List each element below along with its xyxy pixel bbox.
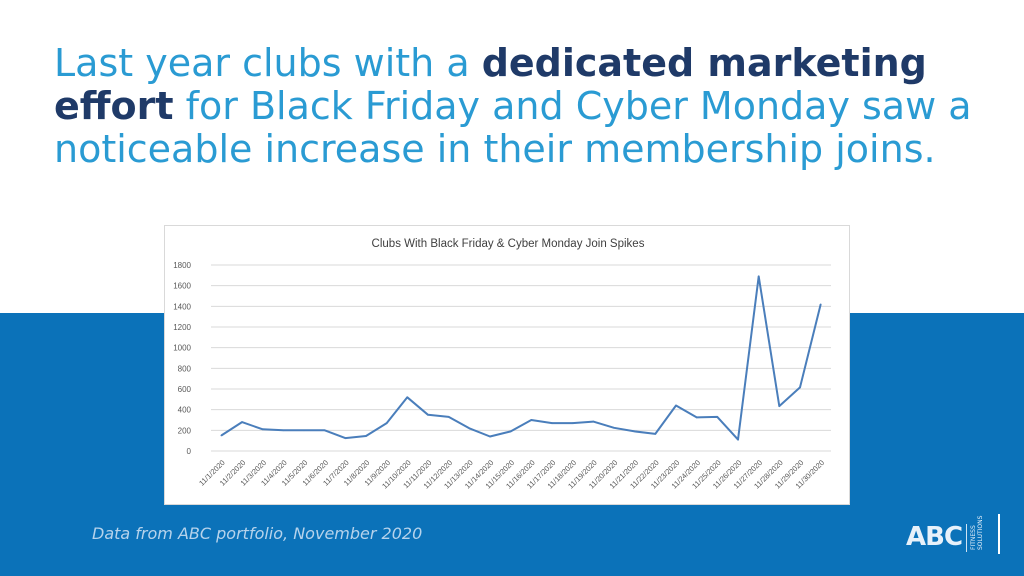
y-tick-label-1200: 1200 — [173, 323, 191, 332]
data-point-9 — [385, 422, 388, 424]
data-point-28 — [778, 405, 781, 407]
data-point-10 — [406, 396, 409, 399]
data-point-1 — [220, 434, 223, 437]
data-point-25 — [716, 416, 719, 418]
logo-divider — [966, 524, 967, 552]
data-point-23 — [675, 404, 677, 407]
y-tick-label-800: 800 — [178, 364, 192, 373]
data-point-6 — [323, 429, 326, 432]
y-tick-label-1800: 1800 — [173, 261, 191, 270]
headline-part-2: for Black Friday and Cyber Monday saw a … — [54, 84, 972, 171]
data-point-2 — [241, 421, 243, 423]
chart-title: Clubs With Black Friday & Cyber Monday J… — [372, 238, 645, 250]
data-point-21 — [633, 430, 636, 433]
data-point-12 — [447, 416, 450, 418]
logo-edge-bar — [998, 514, 1000, 554]
data-point-13 — [468, 427, 471, 430]
data-point-14 — [489, 435, 491, 438]
headline: Last year clubs with a dedicated marketi… — [54, 42, 1004, 171]
data-point-27 — [757, 275, 760, 278]
data-point-11 — [427, 414, 429, 416]
data-point-22 — [654, 433, 657, 435]
logo-subtitle: FITNESS SOLUTIONS — [970, 516, 984, 550]
data-source-note: Data from ABC portfolio, November 2020 — [92, 524, 423, 543]
data-point-20 — [613, 427, 615, 429]
data-point-26 — [737, 438, 739, 441]
logo-sub-1: FITNESS — [970, 525, 977, 550]
data-point-8 — [365, 435, 367, 437]
data-point-7 — [344, 437, 347, 439]
y-tick-label-1600: 1600 — [173, 282, 191, 291]
data-point-24 — [695, 416, 698, 419]
data-point-4 — [282, 429, 285, 432]
data-point-30 — [819, 303, 822, 306]
data-point-18 — [571, 422, 574, 424]
logo-wordmark: ABC — [906, 522, 963, 552]
data-point-16 — [530, 419, 533, 421]
data-point-15 — [509, 430, 512, 433]
line-chart: Clubs With Black Friday & Cyber Monday J… — [173, 238, 831, 491]
headline-part-1: Last year clubs with a — [54, 41, 482, 85]
series-line-1 — [220, 275, 822, 441]
data-point-3 — [261, 428, 264, 431]
y-tick-label-1000: 1000 — [173, 344, 191, 353]
chart-container: Clubs With Black Friday & Cyber Monday J… — [164, 225, 850, 505]
headline-emphasis: dedicated marketing effort — [54, 41, 927, 128]
data-point-17 — [551, 422, 553, 424]
y-tick-label-400: 400 — [178, 406, 192, 415]
y-tick-label-200: 200 — [178, 426, 192, 435]
data-point-5 — [303, 429, 305, 432]
logo-sub-2: SOLUTIONS — [977, 515, 984, 550]
data-point-29 — [799, 386, 801, 389]
abc-logo: ABC FITNESS SOLUTIONS — [906, 514, 1006, 556]
y-tick-label-600: 600 — [178, 385, 192, 394]
data-point-19 — [592, 420, 595, 423]
y-tick-label-0: 0 — [187, 447, 192, 456]
y-tick-label-1400: 1400 — [173, 302, 191, 311]
